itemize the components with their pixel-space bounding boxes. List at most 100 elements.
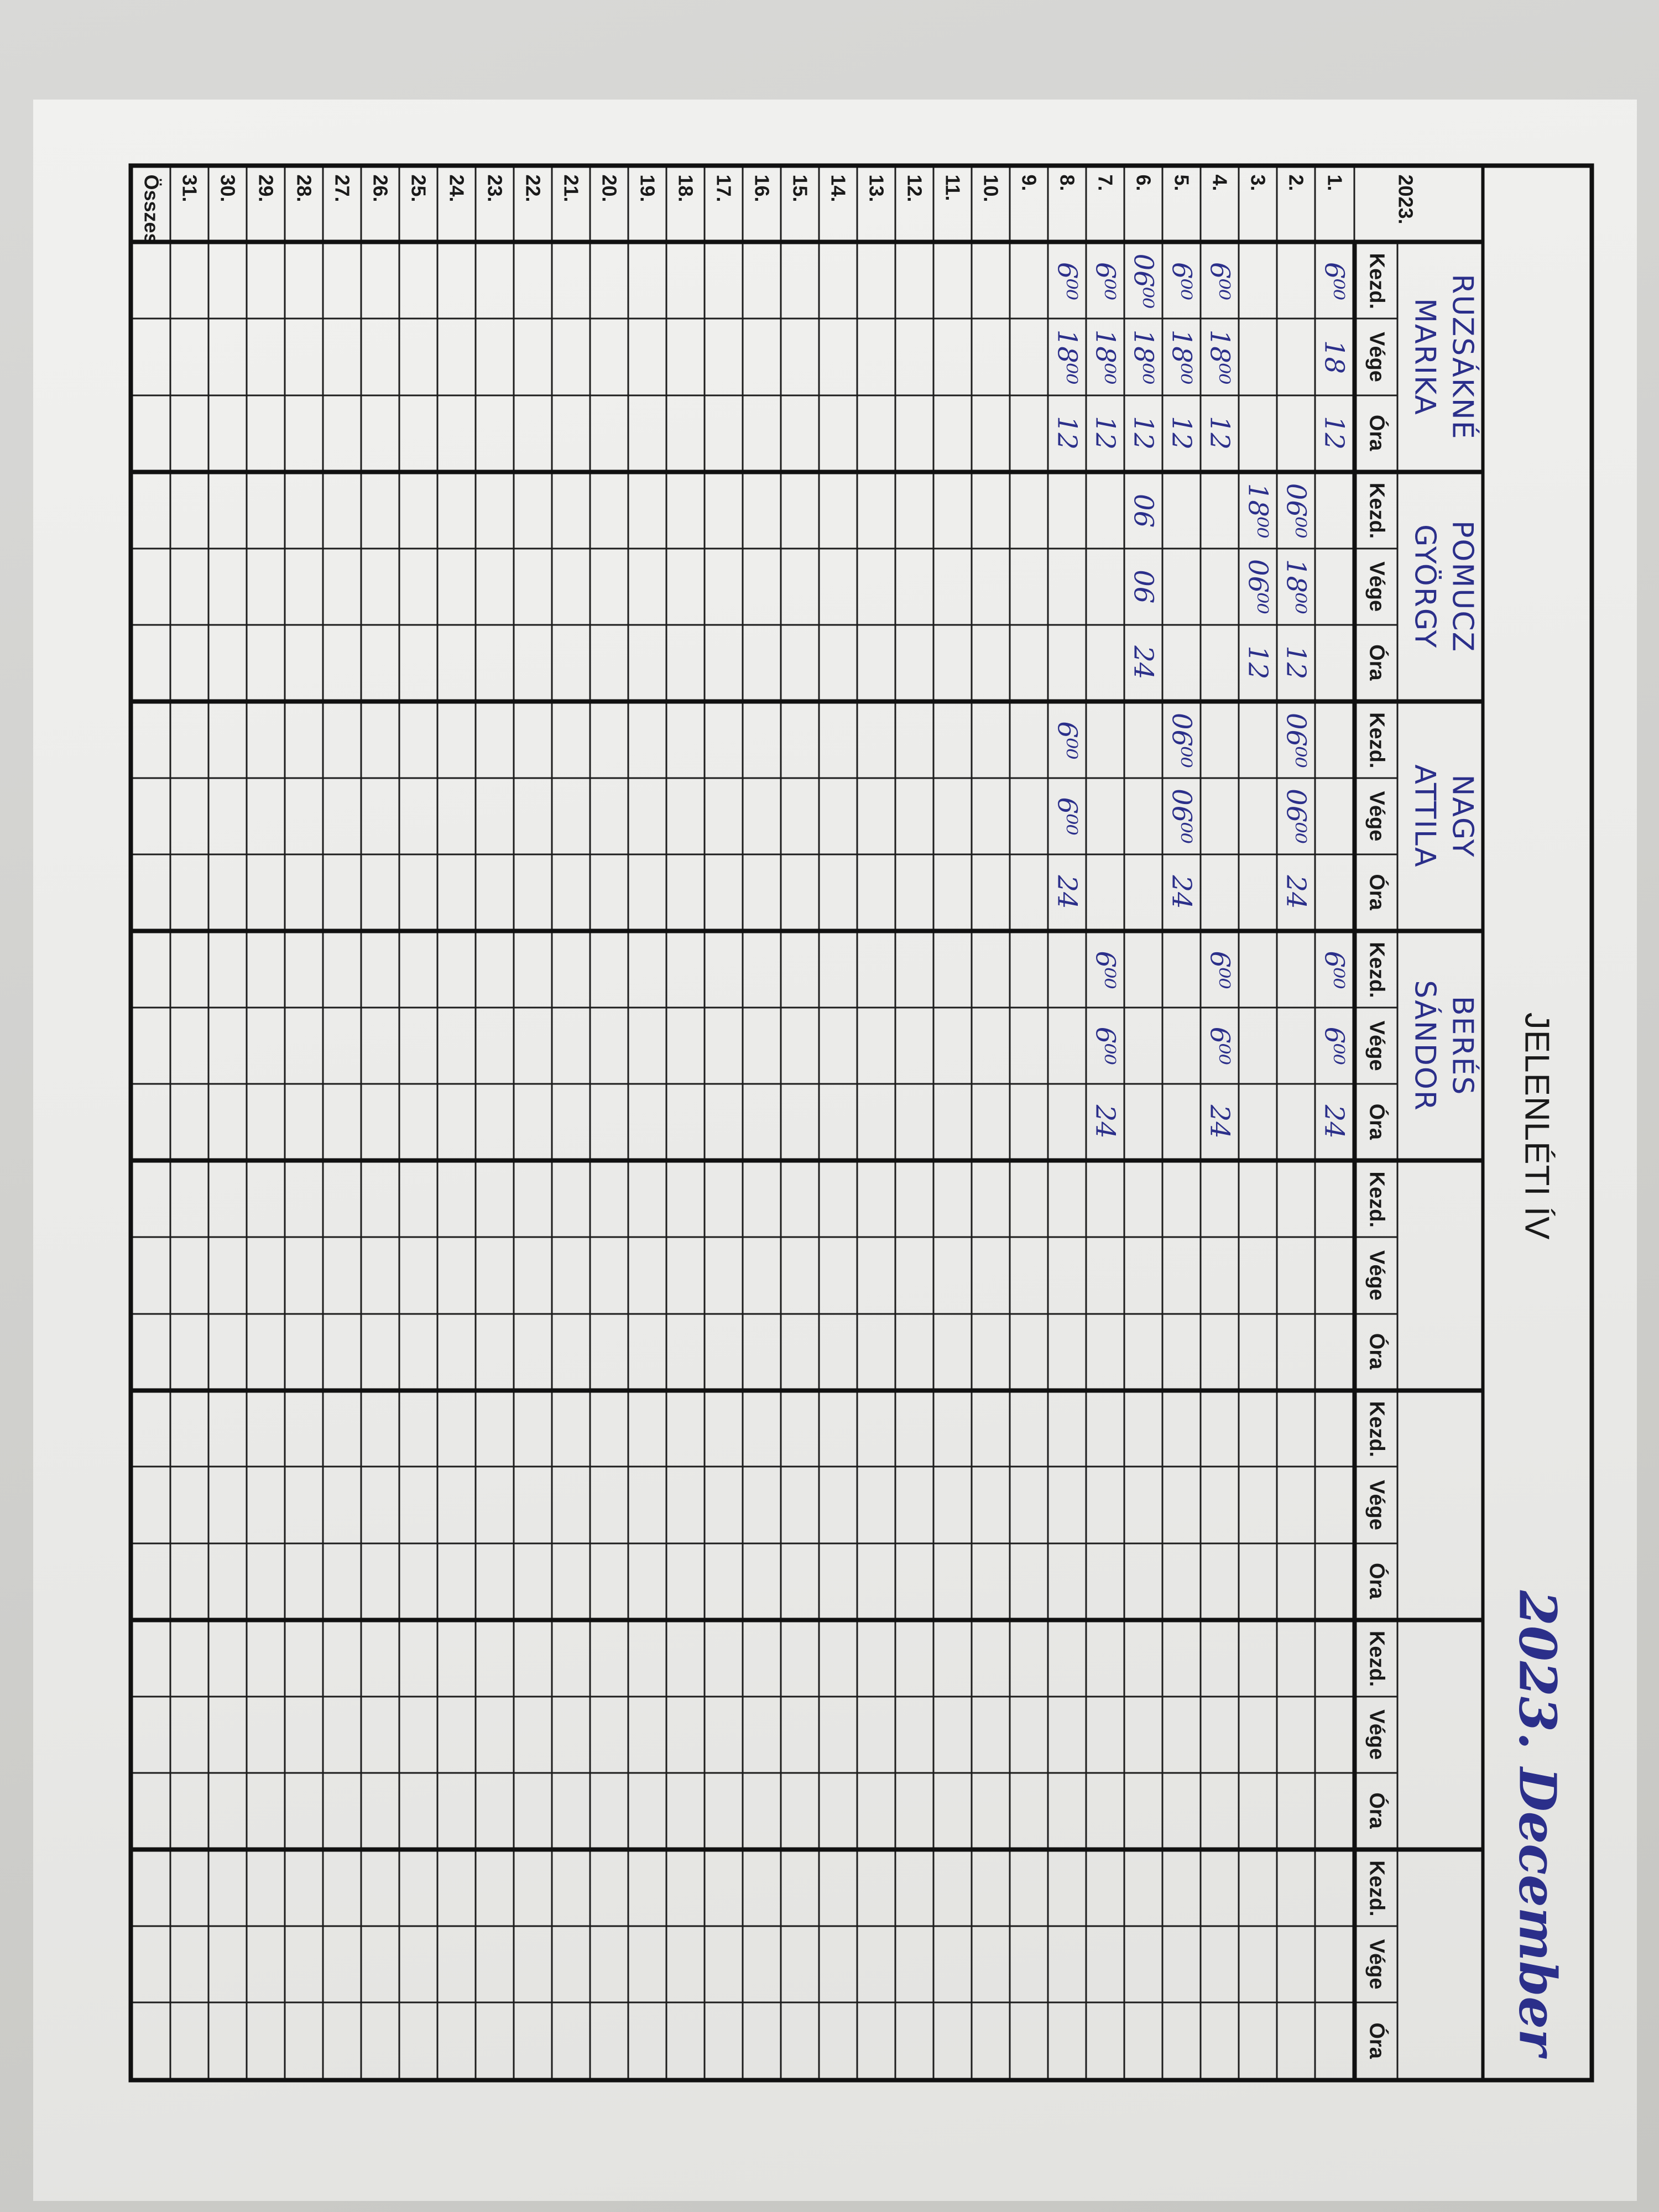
cell-end xyxy=(514,1926,552,2003)
cell-end xyxy=(1239,1007,1277,1084)
cell-start xyxy=(705,1390,743,1467)
cell-hours xyxy=(895,2002,933,2080)
cell-hours xyxy=(743,395,781,472)
cell-hours xyxy=(1162,624,1201,702)
cell-start xyxy=(666,242,705,319)
cell-start xyxy=(1048,1620,1086,1697)
cell-end xyxy=(131,1007,170,1084)
cell-hours xyxy=(781,1313,819,1390)
cell-start xyxy=(933,1849,972,1926)
cell-end xyxy=(705,319,743,395)
column-label-vege: Vége xyxy=(1354,778,1397,855)
cell-start xyxy=(1162,931,1201,1008)
day-row: 17. xyxy=(705,165,743,2080)
cell-start xyxy=(628,472,666,549)
cell-hours xyxy=(819,2002,857,2080)
cell-start xyxy=(131,1849,170,1926)
cell-start xyxy=(323,1390,361,1467)
cell-hours xyxy=(208,1543,247,1620)
cell-start xyxy=(285,1620,323,1697)
cell-hours xyxy=(476,624,514,702)
cell-hours: 24 xyxy=(1086,1084,1124,1161)
cell-hours xyxy=(170,1543,208,1620)
day-label: 21. xyxy=(552,165,590,242)
cell-start xyxy=(399,1390,437,1467)
cell-start xyxy=(131,1620,170,1697)
day-label: 7. xyxy=(1086,165,1124,242)
cell-start xyxy=(895,1849,933,1926)
cell-end xyxy=(895,1926,933,2003)
cell-end xyxy=(247,778,285,855)
cell-start xyxy=(285,931,323,1008)
cell-start xyxy=(437,242,476,319)
cell-end xyxy=(399,319,437,395)
cell-end xyxy=(972,778,1010,855)
column-label-vege: Vége xyxy=(1354,1007,1397,1084)
day-label: 15. xyxy=(781,165,819,242)
cell-hours xyxy=(1201,624,1239,702)
cell-start xyxy=(208,931,247,1008)
cell-start xyxy=(399,1620,437,1697)
cell-start xyxy=(285,472,323,549)
cell-start xyxy=(1315,701,1355,778)
cell-hours xyxy=(1277,1313,1315,1390)
cell-hours xyxy=(1124,2002,1162,2080)
cell-hours xyxy=(743,2002,781,2080)
cell-end xyxy=(781,548,819,625)
cell-end xyxy=(1124,1007,1162,1084)
cell-start xyxy=(628,931,666,1008)
day-row: 22. xyxy=(514,165,552,2080)
cell-start xyxy=(208,472,247,549)
cell-end xyxy=(170,1007,208,1084)
day-label: 14. xyxy=(819,165,857,242)
cell-hours xyxy=(933,395,972,472)
cell-end xyxy=(247,1926,285,2003)
day-row: 3. 18⁰⁰ 06⁰⁰ 12 xyxy=(1239,165,1277,2080)
cell-hours xyxy=(208,854,247,931)
cell-end xyxy=(399,778,437,855)
cell-end xyxy=(743,319,781,395)
cell-start xyxy=(590,242,628,319)
cell-end xyxy=(247,319,285,395)
cell-hours xyxy=(933,624,972,702)
cell-hours xyxy=(323,395,361,472)
cell-end xyxy=(972,1237,1010,1314)
cell-end xyxy=(628,1467,666,1543)
cell-end xyxy=(705,1467,743,1543)
cell-end xyxy=(1124,1926,1162,2003)
day-row: 29. xyxy=(247,165,285,2080)
cell-hours xyxy=(399,1313,437,1390)
cell-end xyxy=(743,778,781,855)
day-row: 25. xyxy=(399,165,437,2080)
cell-start xyxy=(552,1390,590,1467)
cell-start xyxy=(514,242,552,319)
cell-hours xyxy=(514,624,552,702)
cell-hours xyxy=(208,1313,247,1390)
day-row: 6. 06⁰⁰ 18⁰⁰ 12 06 06 24 xyxy=(1124,165,1162,2080)
cell-end xyxy=(170,1467,208,1543)
cell-start xyxy=(208,701,247,778)
cell-end xyxy=(933,778,972,855)
cell-start xyxy=(933,1160,972,1238)
cell-start xyxy=(590,472,628,549)
cell-hours xyxy=(933,854,972,931)
cell-hours xyxy=(514,2002,552,2080)
cell-end xyxy=(590,548,628,625)
cell-start xyxy=(628,1620,666,1697)
cell-end xyxy=(1201,778,1239,855)
cell-start xyxy=(1277,1160,1315,1238)
column-label-kezd: Kezd. xyxy=(1354,1390,1397,1467)
cell-hours xyxy=(437,395,476,472)
cell-end xyxy=(628,1926,666,2003)
cell-end xyxy=(819,1696,857,1773)
cell-end xyxy=(819,319,857,395)
person-last-name: RUZSÁKNÉ xyxy=(1446,274,1479,440)
cell-hours xyxy=(705,624,743,702)
cell-end xyxy=(1277,319,1315,395)
cell-end xyxy=(323,1237,361,1314)
cell-end xyxy=(131,1467,170,1543)
cell-end xyxy=(1239,1467,1277,1543)
cell-hours xyxy=(170,624,208,702)
cell-hours xyxy=(743,854,781,931)
cell-hours xyxy=(399,1084,437,1161)
